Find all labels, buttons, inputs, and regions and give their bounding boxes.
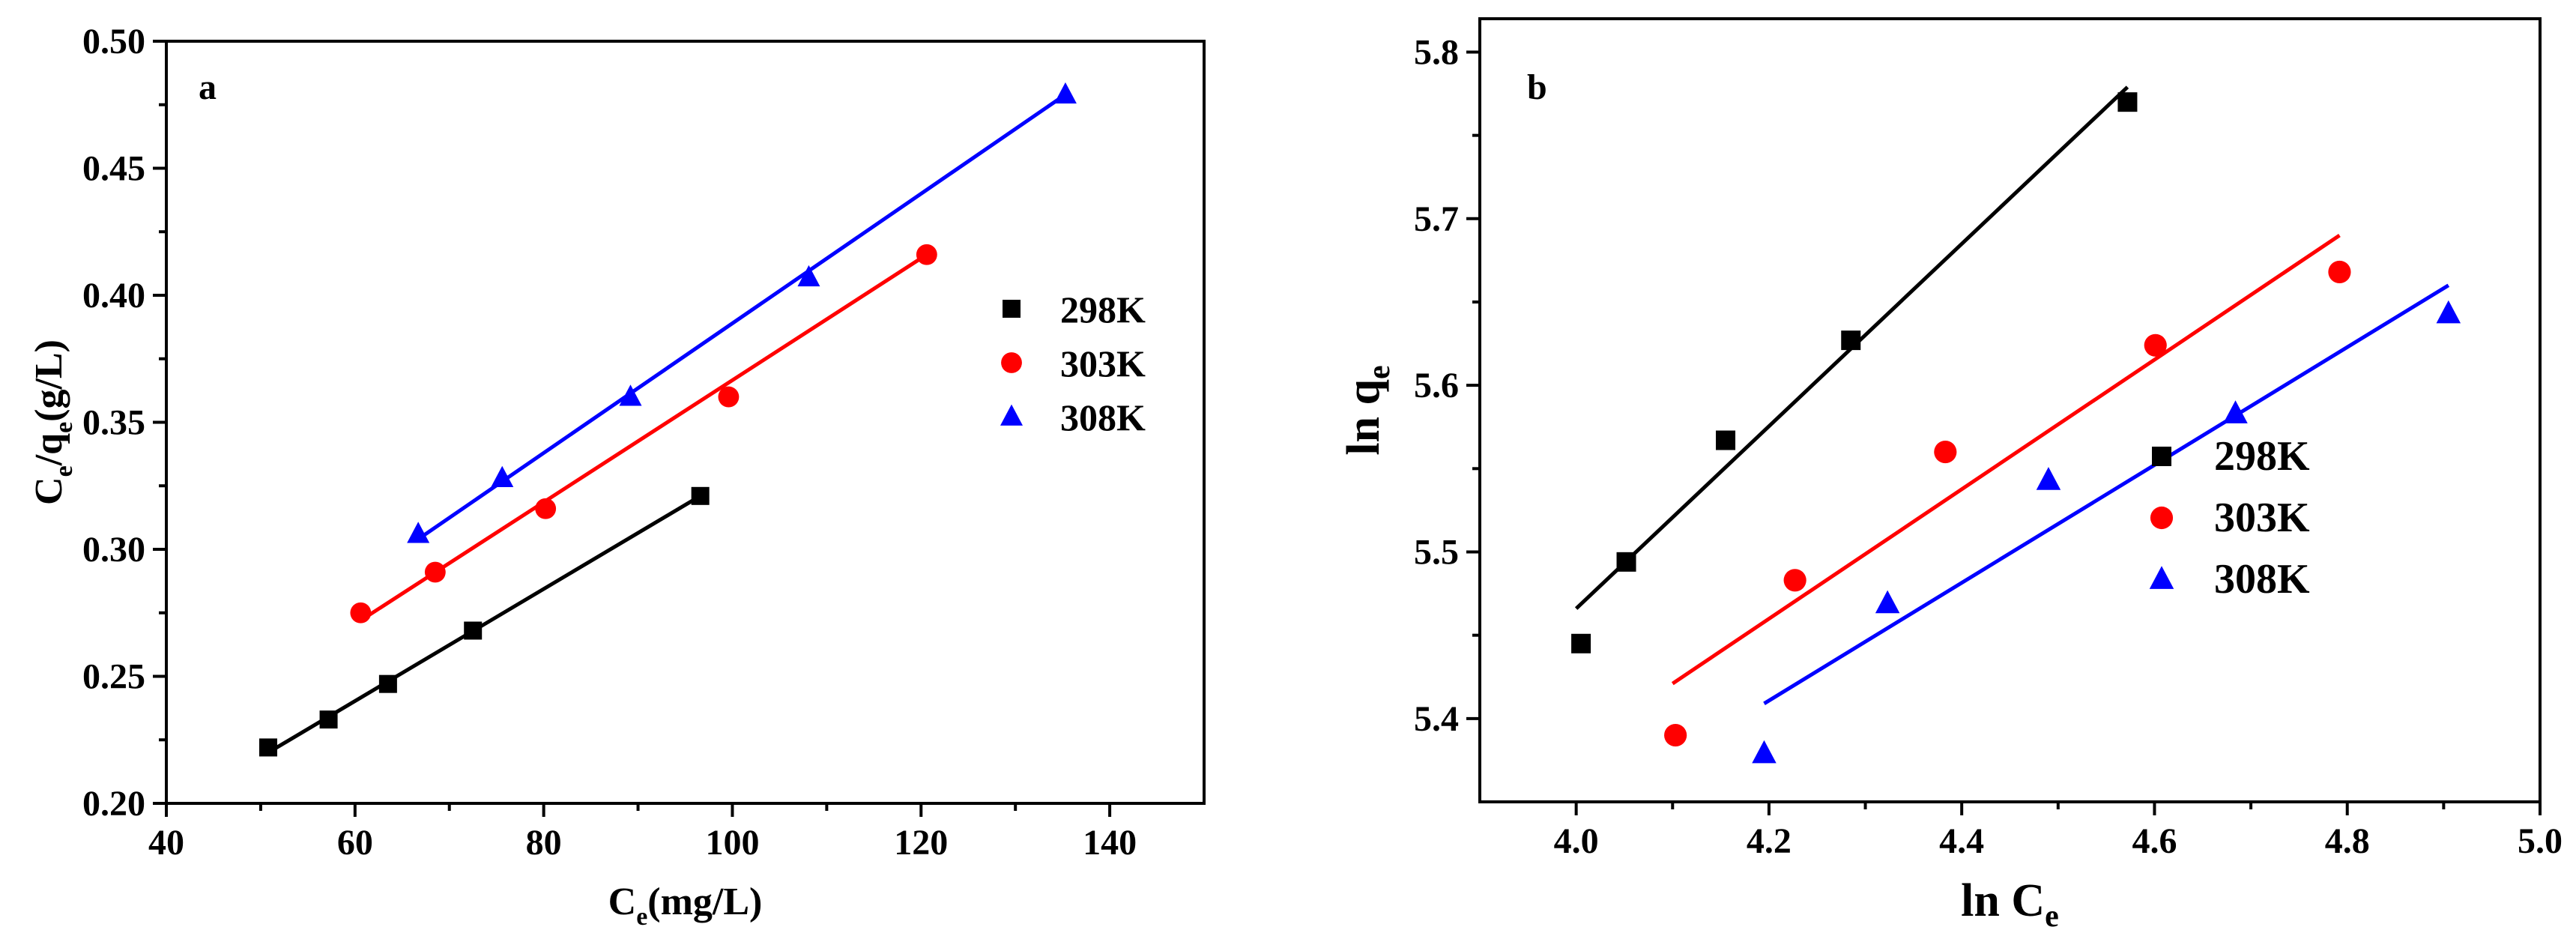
legend-marker-308K: [1000, 404, 1023, 426]
data-point-303K: [535, 498, 557, 519]
y-tick-label: 0.40: [82, 276, 145, 315]
x-tick-label: 140: [1083, 823, 1137, 863]
y-axis-title: ln qe: [1338, 365, 1397, 455]
data-point-298K: [1841, 330, 1861, 351]
y-tick-label: 0.30: [82, 530, 145, 570]
series-298K: [258, 486, 710, 757]
x-tick-label: 60: [337, 823, 373, 863]
x-tick-label: 100: [705, 823, 759, 863]
data-point-298K: [691, 486, 710, 505]
data-point-298K: [1716, 430, 1736, 450]
plot-frame: [165, 40, 1206, 805]
data-point-308K: [2436, 300, 2461, 324]
legend-label: 308K: [2214, 556, 2310, 603]
y-tick-label: 0.35: [82, 403, 145, 443]
y-tick-label: 5.7: [1414, 199, 1459, 239]
x-axis-title: Ce(mg/L): [608, 881, 763, 931]
y-tick-label: 0.20: [82, 784, 145, 824]
y-tick-label: 0.50: [82, 22, 145, 61]
data-point-308K: [2223, 400, 2248, 423]
legend-marker-298K: [1003, 300, 1021, 318]
x-axis-title: ln Ce: [1961, 875, 2059, 934]
panel-label: b: [1527, 67, 1547, 107]
data-point-308K: [491, 465, 514, 487]
x-tick-label: 4.4: [1939, 821, 1984, 861]
legend-marker-298K: [2152, 447, 2171, 466]
legend-marker-303K: [1001, 352, 1022, 373]
series-298K: [1571, 85, 2138, 653]
data-point-298K: [319, 710, 338, 729]
plot-frame: [1478, 17, 2542, 803]
data-point-308K: [1752, 740, 1777, 764]
data-point-298K: [1616, 552, 1636, 572]
y-tick-label: 0.45: [82, 149, 145, 189]
legend-label: 308K: [1060, 396, 1146, 438]
x-tick-label: 4.8: [2325, 821, 2370, 861]
data-point-303K: [350, 602, 372, 624]
y-tick-label: 5.4: [1414, 699, 1459, 739]
data-point-308K: [797, 265, 820, 287]
x-tick-label: 120: [894, 823, 948, 863]
x-tick-label: 4.2: [1747, 821, 1792, 861]
data-point-298K: [1571, 633, 1591, 653]
chart-panel-b: 4.0 4.2 4.4 4.6 4.8 5.0 5.4 5.5 5.6 5.7 5.8 b ln Ce l…: [1338, 17, 2563, 934]
x-tick-label: 80: [526, 823, 562, 863]
legend: 298K 303K 308K: [2149, 433, 2310, 603]
data-point-298K: [2117, 92, 2138, 112]
series-308K: [1752, 283, 2461, 764]
x-tick-label: 5.0: [2518, 821, 2563, 861]
series-308K: [407, 82, 1077, 543]
data-point-303K: [2144, 333, 2167, 357]
data-point-298K: [258, 738, 277, 757]
data-point-308K: [1875, 590, 1900, 614]
data-point-303K: [916, 244, 937, 265]
y-tick-label: 5.5: [1414, 532, 1459, 572]
panel-label: a: [199, 67, 217, 107]
y-tick-label: 5.6: [1414, 366, 1459, 405]
legend-marker-308K: [2149, 566, 2174, 589]
series-303K: [1664, 233, 2351, 747]
fit-line-308K: [1763, 283, 2450, 705]
fit-line-308K: [417, 93, 1067, 541]
series-303K: [350, 244, 937, 624]
y-axis-title: Ce/qe(g/L): [28, 339, 78, 505]
legend-label: 303K: [1060, 342, 1146, 384]
data-point-303K: [718, 386, 740, 408]
y-tick-label: 5.8: [1414, 32, 1459, 72]
data-point-303K: [2328, 260, 2351, 284]
fit-line-303K: [1671, 233, 2341, 686]
legend-label: 298K: [2214, 433, 2310, 480]
x-tick-label: 4.6: [2132, 821, 2177, 861]
data-point-303K: [1783, 569, 1806, 592]
chart-panel-a: 40 60 80 100 120 140 0.20 0.25 0.30 0.35 0.40 0.45 0…: [28, 22, 1206, 931]
x-tick-label: 40: [148, 823, 184, 863]
data-point-303K: [424, 561, 446, 583]
legend-label: 303K: [2214, 495, 2310, 541]
legend: 298K 303K 308K: [1000, 289, 1146, 438]
data-point-298K: [378, 674, 397, 693]
fit-line-303K: [360, 253, 928, 623]
data-point-308K: [1053, 82, 1077, 104]
data-point-303K: [1934, 441, 1957, 464]
data-point-308K: [2036, 467, 2061, 490]
data-point-303K: [1664, 723, 1687, 747]
legend-marker-303K: [2150, 506, 2174, 530]
data-point-298K: [464, 621, 483, 640]
fit-line-298K: [267, 494, 701, 755]
data-point-308K: [619, 384, 642, 406]
y-tick-label: 0.25: [82, 657, 145, 697]
data-point-308K: [407, 522, 430, 543]
x-tick-label: 4.0: [1554, 821, 1599, 861]
legend-label: 298K: [1060, 289, 1146, 330]
